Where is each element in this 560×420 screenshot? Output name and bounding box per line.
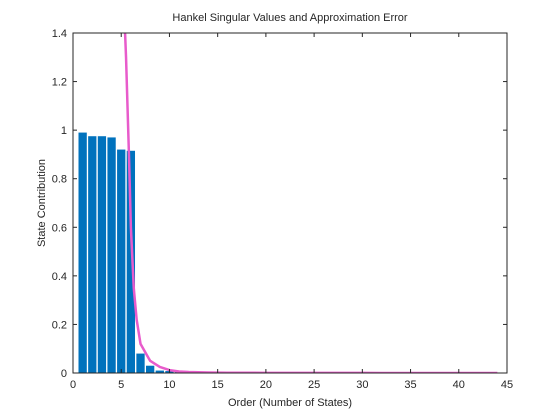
bar	[126, 150, 136, 373]
bar	[107, 137, 116, 373]
bar	[117, 149, 126, 373]
y-tick-label: 1.2	[52, 77, 67, 89]
x-tick-label: 5	[118, 379, 124, 391]
x-axis-label: Order (Number of States)	[228, 397, 352, 409]
bar	[146, 365, 155, 373]
y-axis-ticks: 0 0.2 0.4 0.6 0.8 1 1.2 1.4	[52, 28, 507, 380]
x-tick-label: 45	[501, 379, 513, 391]
x-tick-label: 20	[260, 379, 272, 391]
x-tick-label: 40	[453, 379, 465, 391]
x-axis-ticks: 0 5 10 15 20 25 30 35 40 45	[70, 33, 513, 391]
x-tick-label: 30	[356, 379, 368, 391]
axes-box	[72, 32, 508, 374]
bar	[88, 136, 97, 373]
y-tick-label: 0.6	[52, 222, 67, 234]
y-tick-label: 0.2	[52, 319, 67, 331]
bar	[136, 353, 145, 373]
y-tick-label: 1.4	[52, 28, 67, 40]
x-tick-label: 0	[70, 379, 76, 391]
y-tick-label: 1	[61, 125, 67, 137]
y-tick-label: 0	[61, 368, 67, 380]
x-tick-label: 35	[404, 379, 416, 391]
y-tick-label: 0.8	[52, 174, 67, 186]
x-tick-label: 15	[212, 379, 224, 391]
bar	[97, 136, 107, 373]
x-tick-label: 25	[308, 379, 320, 391]
chart-title: Hankel Singular Values and Approximation…	[172, 12, 408, 24]
bar	[78, 132, 87, 373]
plot-area: 0 5 10 15 20 25 30 35 40 45 0 0.2 0.4 0.6 0.8 1 1.2 1.4	[52, 28, 513, 391]
bar	[155, 370, 164, 373]
axes-frame	[72, 32, 508, 374]
x-tick-label: 10	[163, 379, 175, 391]
y-tick-label: 0.4	[52, 271, 67, 283]
y-axis-label: State Contribution	[36, 159, 48, 247]
